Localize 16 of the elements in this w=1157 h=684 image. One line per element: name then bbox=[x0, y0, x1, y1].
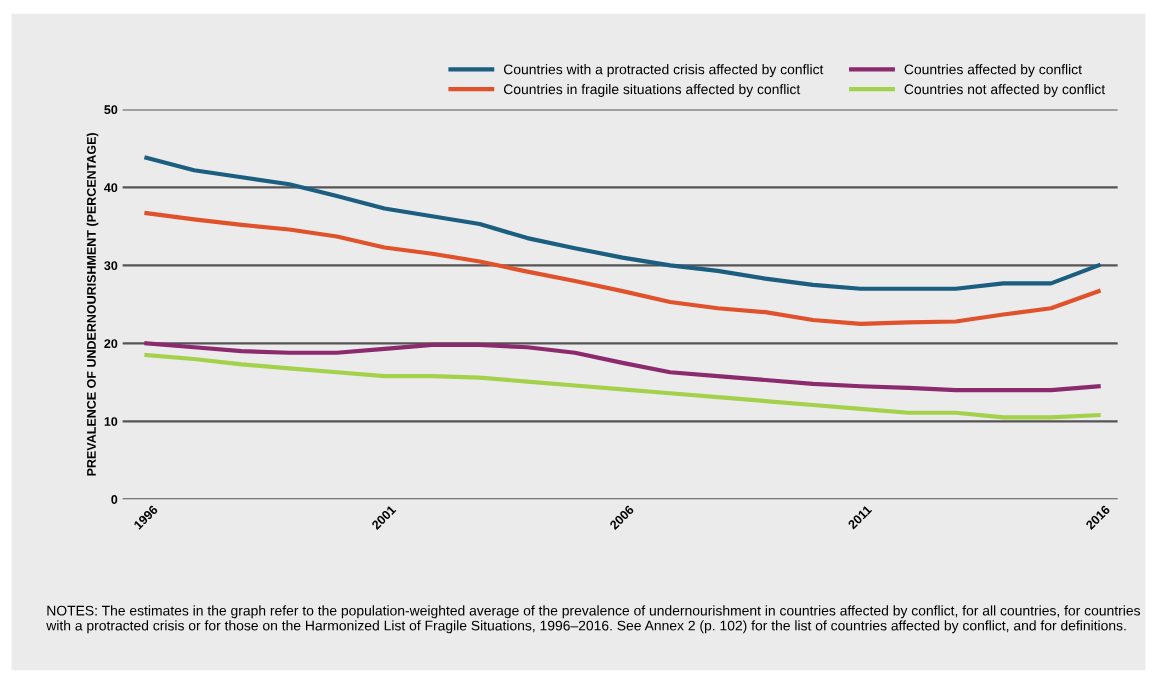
line-series bbox=[144, 211, 1101, 326]
line-series bbox=[144, 352, 1101, 420]
legend-label: Countries in fragile situations affected by conflict bbox=[503, 83, 801, 97]
line-series bbox=[144, 155, 1101, 291]
y-tick-label: 40 bbox=[104, 183, 118, 193]
y-tick-label: 0 bbox=[111, 495, 118, 504]
legend-label: Countries affected by conflict bbox=[904, 64, 1082, 78]
y-tick-label: 50 bbox=[104, 105, 118, 115]
y-tick-label: 10 bbox=[104, 417, 118, 426]
text: NOTES: The estimates in the graph refer to the population-weighted average of the prevalence of undernourishment in countries affected by conflict, for all countries, for countries with a protracted crisis or for those on the Harmonized List of Fragile Situations, 1996–2016. See Annex 2 (p. 102) for the list of countries affected by conflict, and for definitions. bbox=[46, 605, 1141, 634]
legend-label: Countries not affected by conflict bbox=[904, 83, 1106, 97]
y-tick-label: 30 bbox=[104, 261, 118, 271]
legend-label: Countries with a protracted crisis affected by conflict bbox=[503, 64, 824, 78]
line-series bbox=[144, 341, 1101, 393]
y-tick-label: 20 bbox=[104, 339, 118, 349]
y-axis-title: PREVALENCE OF UNDERNOURISHMENT (PERCENTAGE) bbox=[86, 133, 99, 476]
